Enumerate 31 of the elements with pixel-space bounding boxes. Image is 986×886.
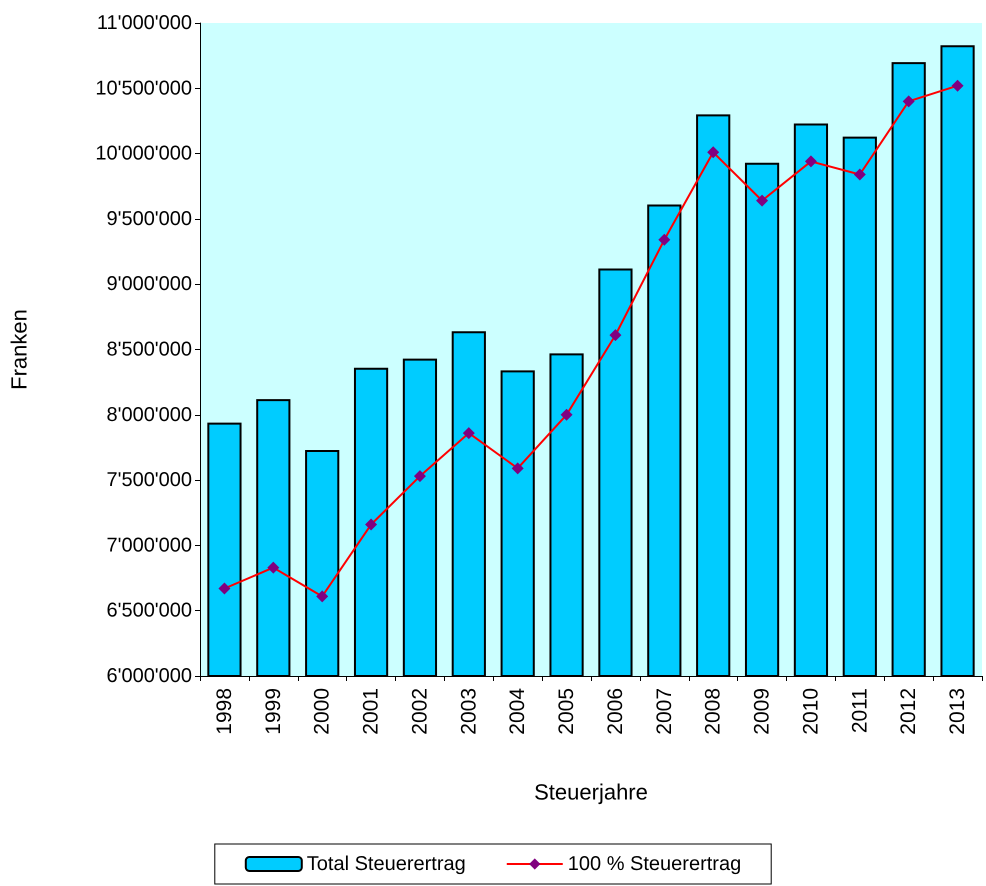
x-tick-label: 2011 — [848, 688, 872, 734]
y-tick-label: 7'000'000 — [106, 534, 192, 556]
x-tick-label: 2013 — [946, 688, 970, 735]
y-tick-label: 11'000'000 — [96, 12, 192, 34]
x-tick-label: 2005 — [555, 688, 578, 735]
y-tick-label: 10'000'000 — [95, 142, 192, 165]
y-tick-label: 9'000'000 — [106, 273, 192, 296]
x-tick-label: 2001 — [360, 688, 383, 735]
legend-label: Total Steuerertrag — [306, 853, 466, 875]
legend-label: 100 % Steuerertrag — [568, 853, 742, 875]
x-tick-label: 2008 — [702, 688, 725, 735]
x-tick-label: 2010 — [799, 688, 822, 735]
y-tick-label: 8'500'000 — [106, 338, 192, 360]
x-tick-label: 2009 — [750, 688, 774, 735]
y-tick-label: 10'500'000 — [95, 77, 192, 100]
x-axis-title: Steuerjahre — [534, 780, 648, 804]
x-tick-label: 2007 — [652, 688, 676, 735]
y-tick-label: 8'000'000 — [106, 404, 192, 426]
x-tick-label: 2012 — [897, 688, 920, 735]
x-tick-label: 2000 — [310, 688, 334, 735]
x-tick-label: 1998 — [212, 688, 236, 735]
y-tick-label: 6'500'000 — [106, 600, 192, 622]
y-tick-label: 9'500'000 — [106, 208, 192, 230]
x-tick-label: 1999 — [262, 688, 285, 735]
x-tick-label: 2003 — [457, 688, 480, 735]
y-tick-label: 6'000'000 — [106, 665, 192, 687]
y-tick-label: 7'500'000 — [106, 469, 192, 492]
x-tick-label: 2002 — [408, 688, 432, 735]
x-tick-label: 2006 — [604, 688, 627, 735]
y-axis-title: Franken — [6, 309, 32, 390]
x-tick-label: 2004 — [506, 688, 530, 735]
